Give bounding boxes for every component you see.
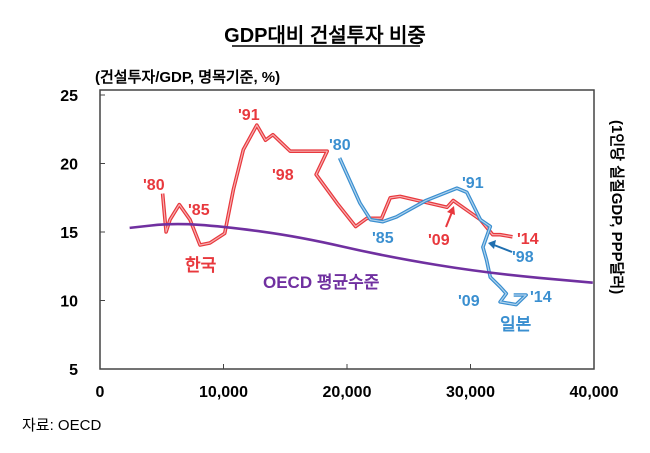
annotation-label: '09	[428, 232, 450, 249]
x-tick-label: 40,000	[570, 384, 619, 401]
korea-line-highlight	[162, 124, 513, 246]
oecd-line	[129, 222, 593, 284]
y-tick-label: 20	[60, 157, 78, 174]
annotation-label: '80	[329, 137, 351, 154]
annotation-label: '98	[272, 167, 294, 184]
annotation-label: '85	[372, 230, 394, 247]
x-tick-label: 10,000	[199, 384, 248, 401]
japan-line-highlight	[339, 157, 527, 306]
arrow-head-icon	[447, 206, 455, 215]
y-tick-label: 5	[69, 362, 78, 379]
annotation-label: '14	[530, 289, 552, 306]
japan-98-arrow	[493, 244, 513, 253]
y-tick-label: 15	[60, 225, 78, 242]
y-tick-label: 25	[60, 88, 78, 105]
y-tick-label: 10	[60, 294, 78, 311]
annotation-label: 한국	[185, 256, 217, 275]
x-tick-label: 30,000	[446, 384, 495, 401]
arrow-head-icon	[488, 240, 496, 249]
source-note: 자료: OECD	[22, 417, 101, 434]
y-axis-label: (건설투자/GDP, 명목기준, %)	[95, 68, 280, 86]
annotation-label: '85	[188, 202, 210, 219]
korea-09-arrow	[445, 211, 453, 228]
annotation-label: '91	[462, 175, 484, 192]
annotation-label: OECD 평균수준	[263, 273, 380, 292]
x-tick-label: 20,000	[323, 384, 372, 401]
chart-title: GDP대비 건설투자 비중	[224, 24, 426, 47]
annotation-label: 일본	[500, 315, 532, 334]
x-axis-label: (1인당 실질GDP, PPP달러)	[608, 120, 626, 294]
x-tick-label: 0	[96, 384, 105, 401]
annotation-label: '91	[238, 107, 260, 124]
annotation-label: '98	[512, 249, 534, 266]
annotation-label: '80	[143, 177, 165, 194]
annotation-label: '09	[458, 293, 480, 310]
annotation-label: '14	[517, 231, 539, 248]
